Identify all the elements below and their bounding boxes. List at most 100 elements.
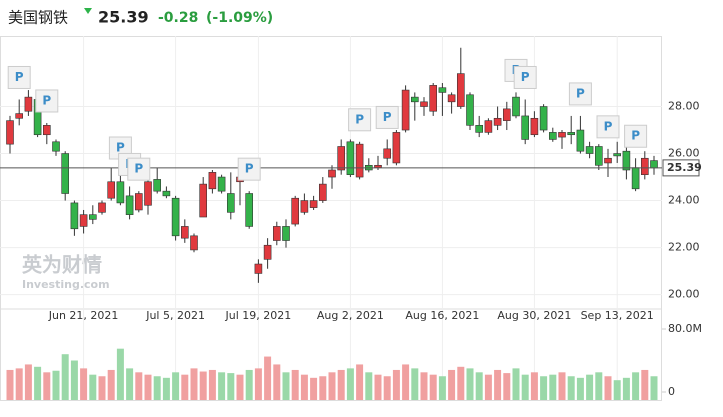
change-percent: (-1.09%) [206,10,273,26]
x-tick-label: Sep 13, 2021 [581,309,654,322]
volume-bar [475,372,483,400]
annotation-box [513,65,537,89]
candle-body [24,96,33,112]
candle-body [410,96,419,103]
volume-bar [144,374,152,400]
annotation-box [348,108,372,132]
y-tick-label: 22.00 [668,241,700,254]
candle-body [217,176,226,192]
annotation-label: P [116,141,125,155]
volume-bar [107,369,115,400]
volume-bar [153,376,161,400]
candle-body [604,157,612,164]
volume-bar [273,364,281,400]
candle-body [199,183,207,218]
volume-bar [429,374,437,400]
volume-bar [494,369,502,400]
volume-bar [328,372,336,400]
volume-bar [181,374,189,400]
candle-body [107,181,115,199]
x-tick-label: Jun 21, 2021 [48,309,119,322]
volume-bar [632,372,640,400]
candle-body [539,106,548,131]
candle-body [401,89,410,131]
volume-bar [641,369,649,400]
volume-bar [457,366,465,400]
candle-body [521,115,530,140]
candle-body [171,197,180,237]
candle-body [79,214,88,227]
candle-body [52,141,60,152]
candle-body [6,120,14,145]
volume-bar [218,372,226,400]
annotation-label: P [604,119,613,133]
watermark-brand: 英为财情 [22,253,102,277]
candle-body [475,125,484,133]
volume-tick-label: 80.0M [668,322,702,335]
volume-bar [650,376,658,400]
volume-bar [346,368,354,400]
candle-body [447,94,456,103]
y-tick-label: 26.00 [668,147,700,160]
candle-body [613,153,622,157]
candle-body [144,181,152,206]
y-tick-label: 28.00 [668,100,700,113]
volume-bar [374,374,382,400]
volume-bar [567,376,575,400]
candle-body [245,193,253,227]
candle-body [374,164,382,168]
volume-bar [595,372,603,400]
watermark-site: Investing.com [22,278,110,291]
candle-body [622,150,631,171]
volume-bar [383,376,391,400]
candle-body [502,108,511,121]
volume-bar [245,369,253,400]
annotation-box [35,89,59,113]
candle-body [512,96,520,117]
change: -0.28 [158,10,198,26]
annotation-label: P [134,162,143,176]
candle-body [282,226,290,241]
candle-body [585,146,594,154]
candle-body [263,244,272,260]
volume-bar [392,369,400,400]
volume-bar [80,368,88,400]
annotation-box [237,157,261,181]
volume-bar [402,364,410,400]
volume-bar [576,377,584,400]
annotation-box [375,105,399,129]
volume-bar [190,368,198,400]
annotation-label: P [576,86,585,100]
volume-bar [236,374,244,400]
last-price-label: 25.39 [667,161,702,174]
volume-bar [530,372,538,400]
candle-body [318,183,327,201]
candle-body [181,226,189,239]
candle-body [42,125,51,136]
volume-bar [540,376,548,400]
candle-body [254,263,263,274]
candle-body [466,94,474,126]
candle-body [70,202,79,230]
candle-body [190,235,198,251]
x-tick-label: Aug 2, 2021 [317,309,384,322]
candle-body [548,132,557,140]
last-price-box [662,159,700,177]
x-tick-label: Aug 30, 2021 [497,309,571,322]
volume-bar [61,354,69,400]
annotation-label: P [15,70,24,84]
annotation-label: P [631,129,640,143]
candle-body [300,200,309,213]
volume-bar [503,373,511,400]
candle-body [530,117,539,136]
candle-body [558,132,566,138]
candle-body [272,226,281,241]
down-arrow [84,8,92,14]
candle-body [650,160,658,169]
volume-bar [89,374,97,400]
candle-body [567,132,576,136]
candle-body [456,73,465,107]
volume-bar [15,368,23,400]
volume-bar [411,368,419,400]
volume-bar [227,373,235,400]
